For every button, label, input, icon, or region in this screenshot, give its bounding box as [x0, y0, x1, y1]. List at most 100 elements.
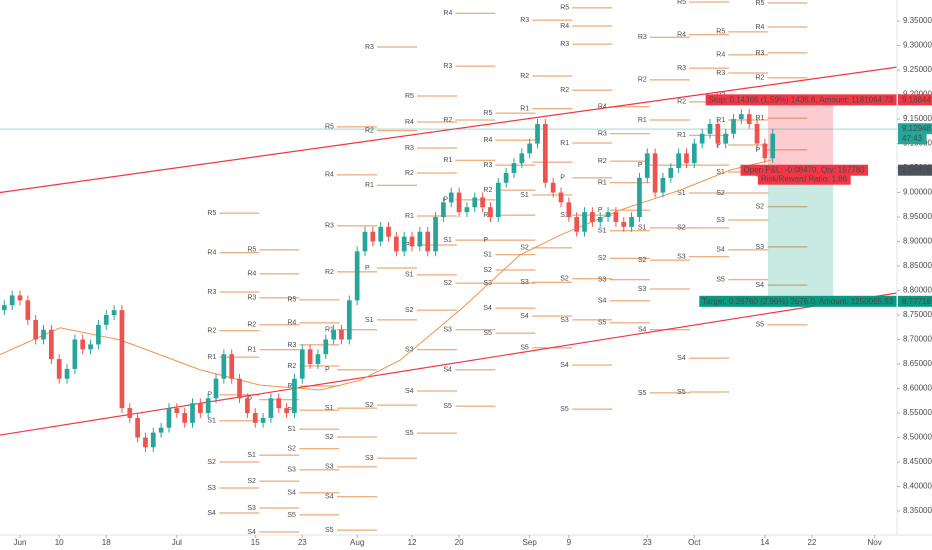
- pivot-label: S1: [716, 169, 725, 176]
- target-price-label: 8.77718: [902, 297, 931, 306]
- pivot-label: S3: [207, 485, 216, 492]
- pivot-label: S5: [677, 389, 686, 396]
- candle-body: [166, 408, 172, 428]
- y-tick-label: 8.55000: [903, 408, 932, 417]
- candle-body: [103, 315, 109, 325]
- pivot-label: S2: [443, 280, 452, 287]
- pivot-label: S4: [287, 490, 296, 497]
- candle-body: [378, 226, 384, 242]
- pivot-label: S3: [638, 286, 647, 293]
- pivot-label: P: [560, 175, 565, 182]
- pivot-label: R2: [755, 75, 764, 82]
- pivot-label: S1: [638, 225, 647, 232]
- pivot-label: R3: [325, 223, 334, 230]
- y-tick-label: 8.75000: [903, 310, 932, 319]
- pivot-label: S2: [287, 446, 296, 453]
- pivot-label: R3: [443, 63, 452, 70]
- candle-body: [9, 295, 15, 306]
- pivot-label: S4: [207, 510, 216, 517]
- y-tick-label: 9.20000: [903, 90, 932, 99]
- candle-body: [315, 354, 321, 365]
- pivot-label: S1: [287, 426, 296, 433]
- pnl-text-bg: [740, 164, 869, 176]
- candle-body: [574, 217, 580, 232]
- candle-body: [542, 123, 548, 183]
- pivot-label: R5: [287, 297, 296, 304]
- y-tick-label: 8.60000: [903, 384, 932, 393]
- candle-body: [41, 329, 46, 340]
- pivot-label: S4: [443, 367, 452, 374]
- candle-body: [56, 359, 62, 379]
- candle-body: [339, 329, 344, 340]
- pivot-label: S1: [207, 418, 216, 425]
- y-tick-label: 8.45000: [903, 457, 932, 466]
- candle-body: [511, 163, 517, 173]
- y-tick-label: 8.70000: [903, 335, 932, 344]
- pivot-label: S1: [365, 317, 374, 324]
- x-tick-label: Nov: [868, 538, 882, 547]
- pivot-label: P: [598, 207, 603, 214]
- candle-body: [284, 408, 289, 414]
- y-tick-label: 9.00000: [903, 188, 932, 197]
- candle-body: [197, 403, 203, 414]
- pivot-label: S5: [560, 406, 569, 413]
- pivot-label: S3: [520, 279, 529, 286]
- pivot-label: S4: [560, 362, 569, 369]
- candle-body: [1, 305, 7, 311]
- pivot-label: S4: [405, 388, 414, 395]
- candle-body: [268, 398, 274, 418]
- candle-body: [652, 153, 658, 193]
- stop-price-label-bg: [898, 94, 932, 106]
- x-tick-label: 10: [55, 538, 64, 547]
- target-text-bg: [699, 295, 897, 307]
- candle-body: [205, 398, 211, 414]
- candle-body: [64, 368, 70, 379]
- candle-body: [684, 153, 689, 164]
- candle-body: [119, 310, 125, 409]
- pivot-label: S3: [598, 277, 607, 284]
- time-axis: [0, 535, 932, 550]
- pnl-text: Open P&L: -0.08470, Qty: 167780: [744, 166, 866, 175]
- candle-body: [135, 417, 140, 438]
- pivot-label: R1: [325, 327, 334, 334]
- candle-body: [386, 226, 391, 237]
- plot-area: R5 R4 R3 R2 R1 P S1 S2 S3 S4 R5 R4 R3 R2 R1 P S1 S2 S3 S4 R5…: [0, 0, 897, 535]
- candle-body: [221, 354, 227, 379]
- pivot-label: R4: [247, 271, 256, 278]
- pivot-label: R5: [483, 110, 492, 117]
- pivot-label: S3: [443, 327, 452, 334]
- pivot-label: R4: [483, 137, 492, 144]
- pivot-label: R2: [638, 77, 647, 84]
- candle-body: [629, 217, 634, 227]
- pivot-label: R3: [483, 162, 492, 169]
- pivot-label: R4: [598, 104, 607, 111]
- pivot-label: S5: [638, 390, 647, 397]
- candle-body: [762, 143, 768, 159]
- x-tick-label: 9: [567, 538, 572, 547]
- pivot-label: S5: [405, 430, 414, 437]
- pivot-label: R1: [560, 140, 569, 147]
- candle-body: [746, 114, 752, 124]
- candle-body: [731, 119, 736, 134]
- pivot-label: R5: [325, 124, 334, 131]
- last-price-label-bg: [898, 123, 932, 135]
- pivot-label: S2: [325, 434, 334, 441]
- pivot-label: S1: [677, 190, 686, 197]
- pivot-label: R4: [755, 24, 764, 31]
- candle-body: [174, 408, 180, 414]
- rr-text: Risk/Reward Ratio: 1.86: [761, 175, 848, 184]
- pivot-label: S3: [365, 455, 374, 462]
- candle-body: [597, 217, 603, 222]
- pivot-label: R3: [405, 145, 414, 152]
- candle-body: [488, 207, 493, 218]
- candle-body: [245, 398, 250, 414]
- candle-body: [158, 427, 164, 433]
- candle-body: [370, 231, 376, 242]
- stop-price-label: 9.18844: [902, 95, 931, 104]
- candle-body: [456, 192, 462, 213]
- pivot-label: R3: [287, 342, 296, 349]
- pivot-label: S3: [287, 467, 296, 474]
- price-axis: [897, 0, 932, 550]
